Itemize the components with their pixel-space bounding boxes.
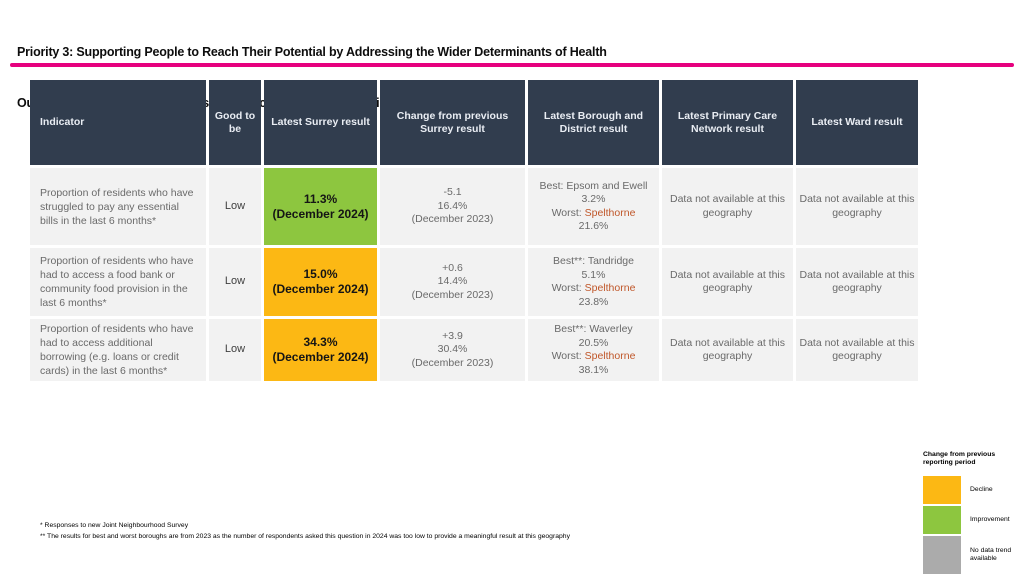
change-delta: -5.1 xyxy=(443,186,462,199)
ward-cell: Data not available at this geography xyxy=(796,319,918,381)
borough-worst-value: 21.6% xyxy=(578,220,609,232)
change-previous-value: 30.4% xyxy=(437,343,468,356)
legend-title: Change from previous reporting period xyxy=(923,451,996,466)
indicators-table: Indicator Good to be Latest Surrey resul… xyxy=(27,77,921,384)
change-previous-date: (December 2023) xyxy=(411,356,494,369)
good-to-be-cell: Low xyxy=(209,168,261,245)
borough-best: Best: Epsom and Ewell xyxy=(539,179,648,192)
footnote-1: * Responses to new Joint Neighbourhood S… xyxy=(40,522,189,529)
good-to-be-cell: Low xyxy=(209,248,261,316)
legend-label: Decline xyxy=(970,485,993,493)
change-delta: +3.9 xyxy=(442,329,463,342)
borough-worst: Worst: Spelthorne xyxy=(551,350,636,362)
surrey-result-date: (December 2024) xyxy=(272,350,369,364)
change-cell: +3.9 30.4% (December 2023) xyxy=(380,319,525,381)
borough-worst-name: Spelthorne xyxy=(584,206,636,219)
legend-label: No data trend available xyxy=(970,546,1012,563)
header-good-to-be: Good to be xyxy=(209,80,261,165)
no-data-swatch xyxy=(923,536,961,574)
table-row: Proportion of residents who have had to … xyxy=(30,319,918,381)
change-cell: -5.1 16.4% (December 2023) xyxy=(380,168,525,245)
footnote-2: ** The results for best and worst boroug… xyxy=(40,533,570,540)
surrey-result-cell: 15.0% (December 2024) xyxy=(264,248,377,316)
good-to-be-cell: Low xyxy=(209,319,261,381)
ward-cell: Data not available at this geography xyxy=(796,248,918,316)
indicator-cell: Proportion of residents who have had to … xyxy=(30,319,206,381)
borough-worst: Worst: Spelthorne xyxy=(551,206,636,219)
slide-title-line1: Priority 3: Supporting People to Reach T… xyxy=(17,45,607,59)
surrey-result-cell: 11.3% (December 2024) xyxy=(264,168,377,245)
table-row: Proportion of residents who have struggl… xyxy=(30,168,918,245)
legend-label: Improvement xyxy=(970,515,1010,523)
pcn-cell: Data not available at this geography xyxy=(662,168,793,245)
borough-best: Best**: Waverley xyxy=(554,323,633,335)
header-indicator: Indicator xyxy=(30,80,206,165)
header-ward-result: Latest Ward result xyxy=(796,80,918,165)
surrey-result-value: 15.0% xyxy=(303,267,338,281)
pcn-cell: Data not available at this geography xyxy=(662,248,793,316)
decline-swatch xyxy=(923,476,961,504)
surrey-result-cell: 34.3% (December 2024) xyxy=(264,319,377,381)
pcn-cell: Data not available at this geography xyxy=(662,319,793,381)
change-previous-date: (December 2023) xyxy=(411,213,494,226)
change-cell: +0.6 14.4% (December 2023) xyxy=(380,248,525,316)
table-row: Proportion of residents who have had to … xyxy=(30,248,918,316)
change-previous-date: (December 2023) xyxy=(411,288,494,301)
legend-item-improvement: Improvement xyxy=(923,506,1019,534)
borough-worst-name: Spelthorne xyxy=(584,350,636,362)
surrey-result-date: (December 2024) xyxy=(272,282,369,296)
borough-worst-value: 23.8% xyxy=(578,295,609,308)
borough-cell: Best**: Waverley 20.5% Worst: Spelthorne… xyxy=(528,319,659,381)
table-header-row: Indicator Good to be Latest Surrey resul… xyxy=(30,80,918,165)
change-previous-value: 16.4% xyxy=(437,199,468,212)
borough-best-value: 5.1% xyxy=(581,268,606,281)
surrey-result-date: (December 2024) xyxy=(272,206,369,221)
header-pcn-result: Latest Primary Care Network result xyxy=(662,80,793,165)
borough-worst: Worst: Spelthorne xyxy=(551,282,636,294)
legend-item-no-data: No data trend available xyxy=(923,536,1019,574)
title-divider-rule xyxy=(10,63,1014,67)
header-borough-district-result: Latest Borough and District result xyxy=(528,80,659,165)
footnotes: * Responses to new Joint Neighbourhood S… xyxy=(40,520,570,542)
legend-item-decline: Decline xyxy=(923,476,1019,504)
ward-cell: Data not available at this geography xyxy=(796,168,918,245)
trend-legend: Change from previous reporting period De… xyxy=(923,451,1019,576)
borough-best-value: 20.5% xyxy=(578,336,609,349)
indicator-cell: Proportion of residents who have struggl… xyxy=(30,168,206,245)
borough-worst-name: Spelthorne xyxy=(584,282,636,294)
improvement-swatch xyxy=(923,506,961,534)
borough-cell: Best**: Tandridge 5.1% Worst: Spelthorne… xyxy=(528,248,659,316)
change-previous-value: 14.4% xyxy=(437,275,468,288)
indicator-cell: Proportion of residents who have had to … xyxy=(30,248,206,316)
header-change-from-previous: Change from previous Surrey result xyxy=(380,80,525,165)
borough-worst-value: 38.1% xyxy=(578,363,609,376)
surrey-result-value: 11.3% xyxy=(303,191,338,206)
surrey-result-value: 34.3% xyxy=(303,335,338,349)
borough-cell: Best: Epsom and Ewell 3.2% Worst: Spelth… xyxy=(528,168,659,245)
borough-best: Best**: Tandridge xyxy=(553,255,634,267)
borough-best-value: 3.2% xyxy=(581,193,606,205)
change-delta: +0.6 xyxy=(442,261,463,274)
header-latest-surrey-result: Latest Surrey result xyxy=(264,80,377,165)
